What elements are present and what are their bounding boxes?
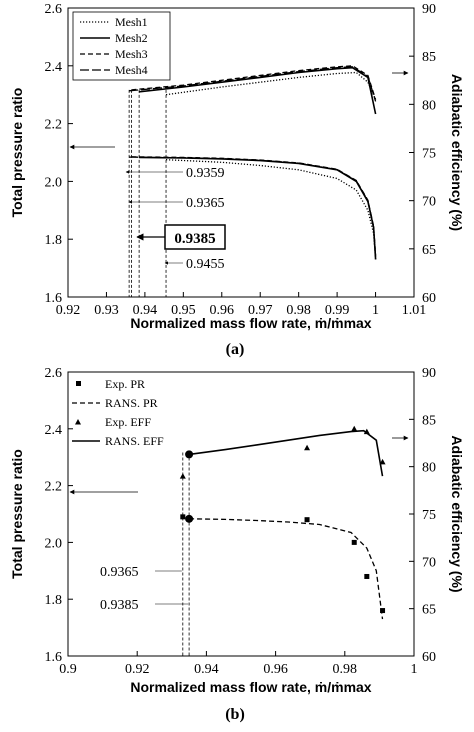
x-tick-label: 0.92 xyxy=(125,662,150,677)
x-tick-label: 0.98 xyxy=(333,662,358,677)
annotation-label: 0.9365 xyxy=(186,196,225,211)
series-line-mesh4 xyxy=(129,66,377,102)
series-line-mesh3 xyxy=(131,65,377,100)
y-axis-title-left: Total pressure ratio xyxy=(9,449,25,579)
series-line-mesh4 xyxy=(129,156,377,257)
y-tick-label-right: 85 xyxy=(422,50,436,65)
y-tick-label-left: 2.6 xyxy=(45,366,63,381)
y-tick-label-left: 2.4 xyxy=(45,60,63,75)
annotation-label: 0.9455 xyxy=(186,257,225,272)
x-tick-label: 0.96 xyxy=(210,303,235,318)
x-tick-label: 0.96 xyxy=(263,662,288,677)
legend-entry: Mesh4 xyxy=(115,63,148,77)
panel-label: (a) xyxy=(226,341,245,358)
x-tick-label: 0.94 xyxy=(194,662,219,677)
data-point-square xyxy=(364,573,370,579)
series-line-mesh2 xyxy=(139,66,377,115)
panel-label: (b) xyxy=(225,706,245,723)
data-point-triangle xyxy=(179,473,186,479)
y-tick-label-left: 2.6 xyxy=(45,2,63,17)
y-tick-label-left: 1.8 xyxy=(45,593,63,608)
y-tick-label-right: 75 xyxy=(422,508,436,523)
y-tick-label-right: 90 xyxy=(422,2,436,17)
legend-entry: RANS. EFF xyxy=(105,434,164,448)
y-tick-label-right: 60 xyxy=(422,650,436,665)
y-tick-label-right: 75 xyxy=(422,147,436,162)
x-tick-label: 0.94 xyxy=(133,303,158,318)
y-axis-title-left: Total pressure ratio xyxy=(9,88,25,218)
series-line-mesh1 xyxy=(165,159,377,260)
y-tick-label-left: 1.8 xyxy=(45,233,63,248)
x-tick-label: 0.99 xyxy=(325,303,350,318)
chart-panel-b: 0.9 0.92 0.94 0.96 0.98 1 1.6 1.8 2.0 2.2 2.4 2.6 60… xyxy=(9,366,465,723)
highlight-point xyxy=(185,514,194,523)
y-tick-label-right: 90 xyxy=(422,366,436,381)
legend-entry: Exp. EFF xyxy=(105,415,151,429)
y-tick-label-right: 60 xyxy=(422,291,436,306)
y-tick-label-left: 1.6 xyxy=(45,650,63,665)
series-line-rans-pr xyxy=(189,518,384,620)
y-tick-label-left: 2.2 xyxy=(45,118,63,133)
x-axis-title: Normalized mass flow rate, ṁ/ṁmax xyxy=(130,679,371,695)
legend-entry: Mesh1 xyxy=(115,15,148,29)
y-tick-label-right: 65 xyxy=(422,603,436,618)
legend-swatch xyxy=(75,419,81,425)
series-line-mesh1 xyxy=(165,71,377,100)
x-tick-label: 1 xyxy=(372,303,379,318)
y-tick-label-left: 1.6 xyxy=(45,291,63,306)
y-tick-label-right: 70 xyxy=(422,195,436,210)
annotation-label: 0.9385 xyxy=(100,598,139,613)
y-tick-label-right: 85 xyxy=(422,413,436,428)
x-tick-label: 0.92 xyxy=(56,303,81,318)
y-tick-label-left: 2.2 xyxy=(45,480,63,495)
data-point-square xyxy=(351,539,357,545)
highlight-box xyxy=(164,224,226,250)
x-axis-title: Normalized mass flow rate, ṁ/ṁmax xyxy=(130,315,371,331)
x-tick-label: 0.9 xyxy=(59,662,77,677)
annotation-label: 0.9385 xyxy=(174,231,215,247)
x-tick-label: 0.98 xyxy=(286,303,311,318)
y-tick-label-left: 2.4 xyxy=(45,423,63,438)
annotation-label: 0.9365 xyxy=(100,565,139,580)
legend-entry: Mesh3 xyxy=(115,47,148,61)
x-tick-label: 0.95 xyxy=(171,303,196,318)
legend-swatch xyxy=(76,381,81,386)
legend-box xyxy=(72,11,171,81)
legend-entry: Mesh2 xyxy=(115,31,148,45)
chart-panel-a: 0.92 0.93 0.94 0.95 0.96 0.97 0.98 0.99 1 1.01 1.6… xyxy=(9,2,465,358)
data-point-square xyxy=(180,514,186,520)
data-point-square xyxy=(304,517,310,523)
x-tick-label: 1.01 xyxy=(402,303,427,318)
y-tick-label-right: 80 xyxy=(422,98,436,113)
data-point-square xyxy=(380,608,386,614)
y-tick-label-right: 65 xyxy=(422,243,436,258)
x-tick-label: 1 xyxy=(411,662,418,677)
highlight-point xyxy=(185,450,194,459)
y-axis-title-right: Adiabatic efficiency (%) xyxy=(449,74,465,231)
y-tick-label-left: 2.0 xyxy=(45,536,63,551)
annotation-label: 0.9359 xyxy=(186,166,225,181)
y-tick-label-right: 80 xyxy=(422,461,436,476)
series-line-rans-eff xyxy=(188,429,384,477)
y-tick-label-right: 70 xyxy=(422,555,436,570)
legend: Exp. PR RANS. PR Exp. EFF RANS. EFF xyxy=(72,377,164,448)
legend: Mesh1 Mesh2 Mesh3 Mesh4 xyxy=(72,11,171,81)
data-point-triangle xyxy=(351,425,358,432)
x-tick-label: 0.93 xyxy=(94,303,119,318)
x-tick-label: 0.97 xyxy=(248,303,273,318)
y-tick-label-left: 2.0 xyxy=(45,175,63,190)
data-point-triangle xyxy=(304,444,311,451)
legend-entry: RANS. PR xyxy=(105,396,158,410)
legend-entry: Exp. PR xyxy=(105,377,145,391)
y-axis-title-right: Adiabatic efficiency (%) xyxy=(449,435,465,592)
